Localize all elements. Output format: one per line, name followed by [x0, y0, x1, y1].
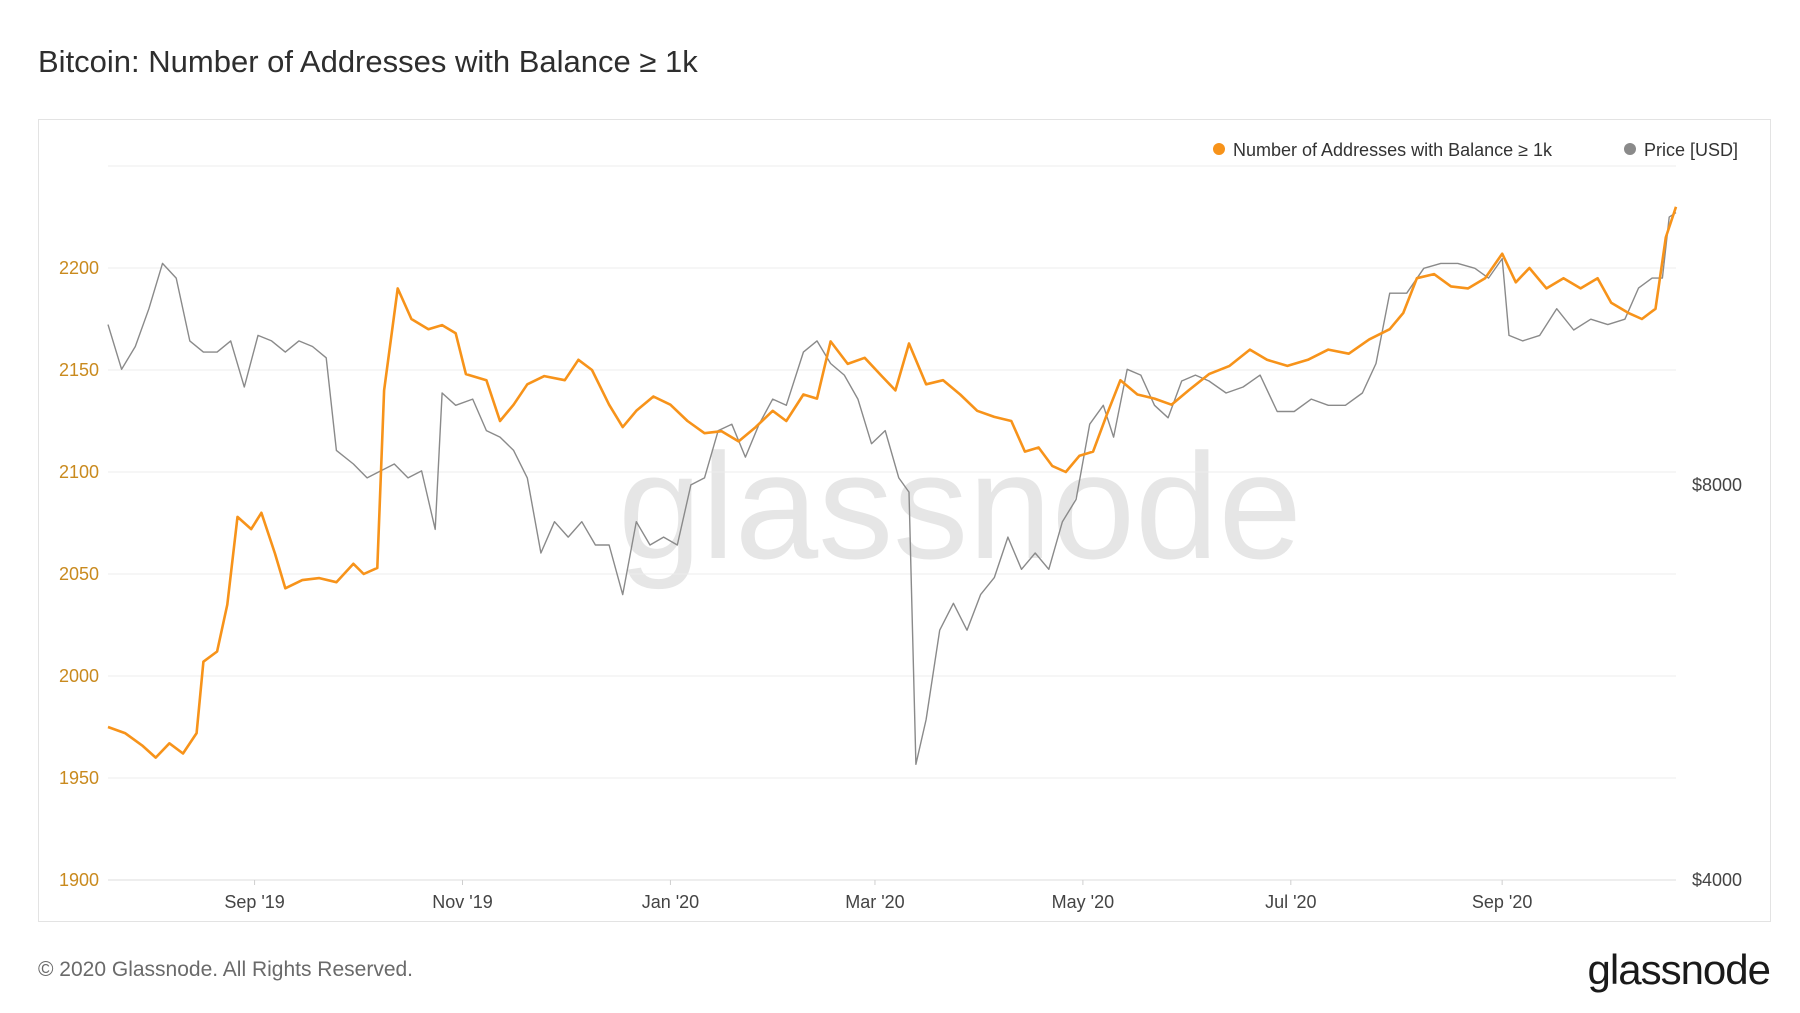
right-tick-label: $8000: [1692, 475, 1742, 495]
left-tick-label: 2100: [59, 462, 99, 482]
legend-label-addresses[interactable]: Number of Addresses with Balance ≥ 1k: [1233, 140, 1553, 160]
x-tick-label: Jul '20: [1265, 892, 1316, 912]
series-layer: [107, 206, 1678, 765]
legend-marker-addresses: [1213, 143, 1225, 155]
left-tick-label: 1950: [59, 768, 99, 788]
glassnode-logo: glassnode: [1587, 946, 1771, 993]
x-tick-label: Sep '20: [1472, 892, 1533, 912]
left-tick-label: 2050: [59, 564, 99, 584]
legend-label-price[interactable]: Price [USD]: [1644, 140, 1738, 160]
x-axis: Sep '19 Nov '19 Jan '20 Mar '20 May '20 Jul '…: [224, 880, 1532, 912]
x-tick-label: May '20: [1052, 892, 1114, 912]
series-line-price[interactable]: [107, 212, 1677, 765]
left-axis: 1900 1950 2000 2050 2100 2150 2200: [59, 258, 99, 890]
left-tick-label: 2000: [59, 666, 99, 686]
x-tick-label: Nov '19: [432, 892, 492, 912]
chart-title: Bitcoin: Number of Addresses with Balanc…: [38, 44, 698, 79]
series-line-addresses[interactable]: [107, 206, 1678, 759]
watermark: glassnode: [618, 422, 1302, 590]
left-tick-label: 1900: [59, 870, 99, 890]
right-tick-label: $4000: [1692, 870, 1742, 890]
x-tick-label: Sep '19: [224, 892, 285, 912]
copyright-footer: © 2020 Glassnode. All Rights Reserved.: [38, 958, 414, 981]
x-tick-label: Jan '20: [642, 892, 699, 912]
legend-marker-price: [1624, 143, 1636, 155]
right-axis: $4000 $8000: [1692, 475, 1742, 890]
grid-lines: [108, 165, 1676, 881]
x-tick-label: Mar '20: [845, 892, 904, 912]
left-tick-label: 2200: [59, 258, 99, 278]
chart-frame: [38, 119, 1771, 922]
left-tick-label: 2150: [59, 360, 99, 380]
legend: Number of Addresses with Balance ≥ 1k Pr…: [1213, 140, 1738, 160]
